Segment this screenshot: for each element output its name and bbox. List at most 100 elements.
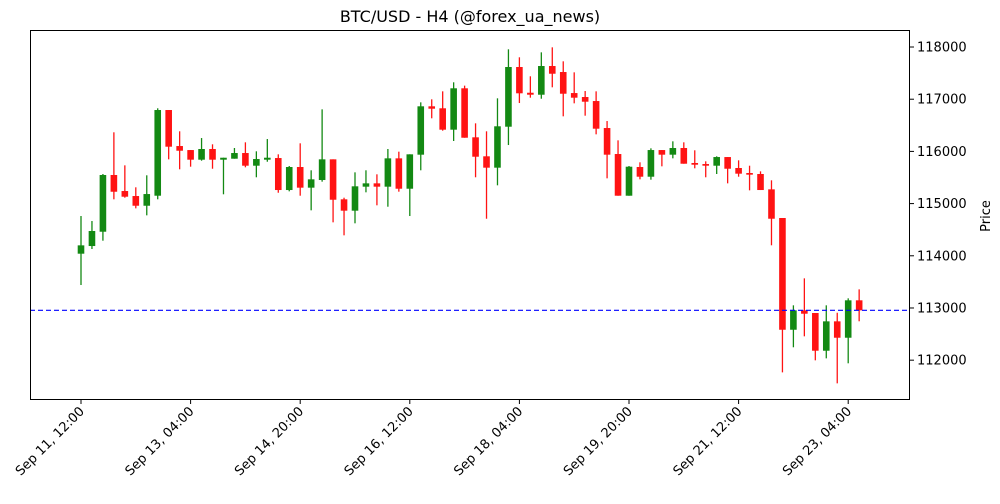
candle-body xyxy=(735,167,742,174)
y-tick-label: 118000 xyxy=(917,41,967,56)
candle-body xyxy=(603,128,611,155)
x-tick-label: Sep 21, 12:00 xyxy=(671,404,746,479)
candle xyxy=(242,142,249,168)
candle-body xyxy=(351,186,359,211)
candle-body xyxy=(428,106,436,109)
candle xyxy=(318,109,326,182)
candle xyxy=(220,157,227,195)
candle-body xyxy=(636,167,644,177)
candle-body xyxy=(231,153,238,159)
candle xyxy=(779,218,786,373)
candle-body xyxy=(143,194,151,206)
candle-body xyxy=(812,312,819,351)
candle xyxy=(406,154,414,217)
y-tick-label: 115000 xyxy=(917,197,967,212)
candle-body xyxy=(132,196,140,206)
candle xyxy=(647,148,655,180)
candle xyxy=(340,197,348,236)
candle-body xyxy=(669,148,677,155)
candle-body xyxy=(220,157,227,160)
candle xyxy=(625,166,633,196)
candle xyxy=(362,170,370,193)
candle-body xyxy=(658,150,666,155)
candle-body xyxy=(483,156,490,168)
candle-body xyxy=(362,183,370,187)
candle-body xyxy=(154,110,162,196)
candle-body xyxy=(373,183,381,187)
candle xyxy=(559,61,567,117)
candle xyxy=(713,156,720,175)
candle-body xyxy=(307,179,315,188)
candle-body xyxy=(121,191,129,197)
candle xyxy=(570,72,578,104)
candle-body xyxy=(702,164,710,166)
candle xyxy=(110,132,118,200)
candle xyxy=(702,161,710,178)
candle xyxy=(165,110,172,160)
y-tick-label: 113000 xyxy=(917,301,967,316)
candle xyxy=(603,121,611,179)
candle-body xyxy=(713,157,720,166)
x-tick-label: Sep 18, 04:00 xyxy=(451,404,526,479)
x-tick-label: Sep 19, 20:00 xyxy=(561,404,636,479)
candle xyxy=(790,305,797,348)
candle xyxy=(296,143,304,196)
candle xyxy=(198,138,205,161)
candle xyxy=(494,98,501,186)
candle-body xyxy=(559,72,567,94)
candle xyxy=(231,148,238,159)
candle xyxy=(253,151,260,178)
y-tick-label: 116000 xyxy=(917,145,967,160)
candle xyxy=(274,154,282,193)
candle-body xyxy=(581,97,589,102)
candle xyxy=(77,216,85,286)
candle xyxy=(176,131,183,170)
candle-body xyxy=(614,154,622,196)
candle-body xyxy=(724,157,731,169)
candle-body xyxy=(570,93,578,98)
candle xyxy=(516,57,523,104)
candle xyxy=(461,85,468,138)
candle-body xyxy=(264,157,271,160)
candle-body xyxy=(844,300,852,338)
candle xyxy=(187,150,194,167)
candle-body xyxy=(822,321,830,351)
candle-body xyxy=(285,167,293,191)
candle-body xyxy=(779,218,786,330)
candle-body xyxy=(625,166,633,196)
candle xyxy=(483,131,490,219)
candle xyxy=(450,82,457,142)
candle-body xyxy=(176,146,183,151)
candles xyxy=(77,47,863,384)
candle xyxy=(548,47,556,88)
candle xyxy=(636,162,644,180)
candle xyxy=(329,159,337,223)
candle-body xyxy=(77,245,85,254)
candle-body xyxy=(757,174,764,191)
y-tick-label: 114000 xyxy=(917,249,967,264)
candle-body xyxy=(516,67,523,94)
candle xyxy=(209,144,216,169)
candle-body xyxy=(680,148,688,164)
candle xyxy=(417,102,425,171)
candle xyxy=(472,123,479,178)
candle-body xyxy=(318,159,326,181)
y-axis-label: Price xyxy=(979,200,994,232)
candle xyxy=(735,160,742,177)
candle-body xyxy=(406,154,414,189)
candle xyxy=(88,221,96,250)
candle xyxy=(351,172,359,224)
candle xyxy=(855,289,863,322)
candle xyxy=(285,166,293,192)
x-tick-label: Sep 11, 12:00 xyxy=(13,404,88,479)
x-tick-label: Sep 14, 20:00 xyxy=(232,404,307,479)
plot-frame xyxy=(30,30,910,400)
candle xyxy=(680,142,688,164)
candle xyxy=(844,298,852,364)
candle xyxy=(833,312,841,384)
candle-body xyxy=(99,174,107,232)
candle xyxy=(658,150,666,167)
y-tick-label: 112000 xyxy=(917,354,967,369)
candle-body xyxy=(253,159,260,166)
